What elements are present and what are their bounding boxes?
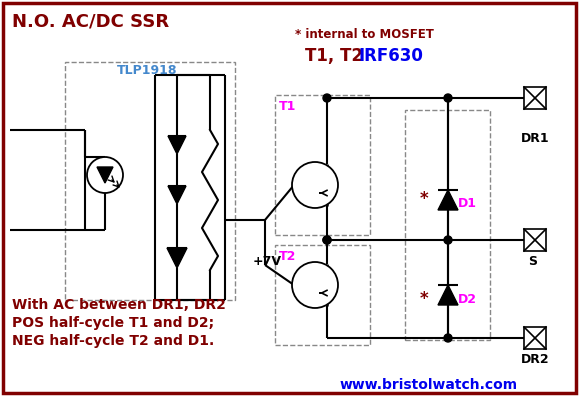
Text: D2: D2 [458, 293, 477, 306]
Circle shape [87, 157, 123, 193]
Circle shape [444, 94, 452, 102]
Text: DR2: DR2 [521, 353, 549, 366]
Bar [524, 229, 546, 251]
Circle shape [323, 236, 331, 244]
Polygon shape [438, 190, 458, 210]
Text: * internal to MOSFET: * internal to MOSFET [295, 28, 434, 41]
Polygon shape [168, 186, 186, 204]
Text: www.bristolwatch.com: www.bristolwatch.com [340, 378, 518, 392]
Bar [524, 327, 546, 349]
Bar [524, 87, 546, 109]
Circle shape [323, 94, 331, 102]
Text: *: * [420, 290, 428, 308]
Text: S: S [528, 255, 537, 268]
Text: TLP1918: TLP1918 [117, 64, 178, 77]
Text: T2: T2 [279, 250, 296, 263]
Circle shape [292, 162, 338, 208]
Text: +7V: +7V [253, 255, 282, 268]
Text: *: * [420, 190, 428, 208]
Circle shape [323, 236, 331, 244]
Text: IRF630: IRF630 [358, 47, 423, 65]
Polygon shape [167, 248, 187, 268]
Text: T1: T1 [279, 100, 296, 113]
Bar [275, 245, 370, 345]
Polygon shape [97, 167, 113, 183]
Polygon shape [438, 285, 458, 305]
Bar [405, 110, 490, 340]
Circle shape [292, 262, 338, 308]
Text: D1: D1 [458, 197, 477, 210]
Text: POS half-cycle T1 and D2;: POS half-cycle T1 and D2; [12, 316, 214, 330]
Text: NEG half-cycle T2 and D1.: NEG half-cycle T2 and D1. [12, 334, 214, 348]
Circle shape [444, 334, 452, 342]
Text: T1, T2: T1, T2 [305, 47, 363, 65]
Circle shape [444, 236, 452, 244]
Bar [275, 95, 370, 235]
Text: With AC between DR1, DR2: With AC between DR1, DR2 [12, 298, 226, 312]
Text: DR1: DR1 [521, 132, 549, 145]
Text: N.O. AC/DC SSR: N.O. AC/DC SSR [12, 13, 169, 31]
Polygon shape [168, 136, 186, 154]
Bar [65, 62, 235, 300]
